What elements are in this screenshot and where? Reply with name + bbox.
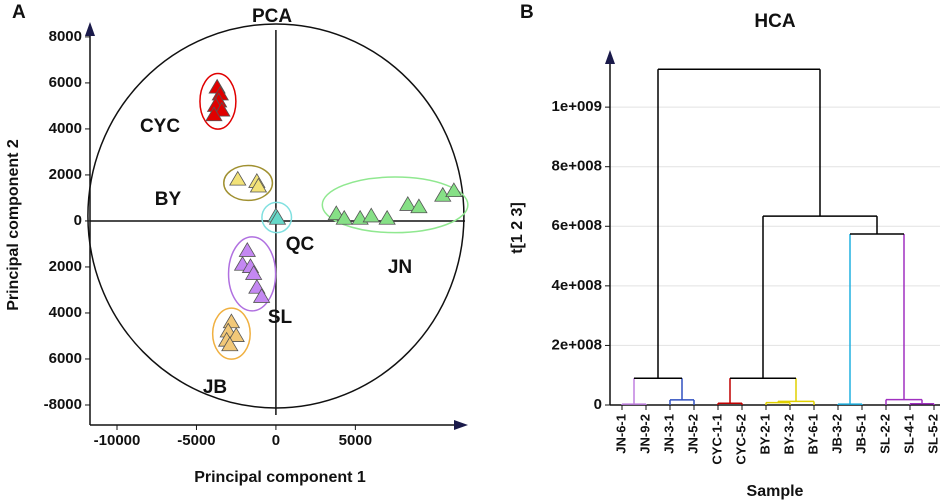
- y-tick-label: 1e+009: [552, 98, 602, 115]
- x-axis-title: Principal component 1: [194, 469, 366, 486]
- y-tick-label: 2000: [49, 166, 82, 183]
- panel-label: A: [12, 2, 26, 23]
- leaf-label: JN-9-2: [637, 414, 652, 454]
- point: [229, 170, 247, 186]
- y-tick-label: 8000: [49, 28, 82, 45]
- point: [252, 288, 271, 303]
- leaf-label: SL-5-2: [925, 414, 940, 454]
- group-label: QC: [286, 234, 315, 255]
- point: [362, 207, 380, 223]
- point: [327, 205, 345, 221]
- point: [221, 336, 239, 352]
- y-tick-label: 2e+008: [552, 336, 602, 353]
- y-tick-label: 6000: [49, 350, 82, 367]
- point: [238, 242, 257, 257]
- point: [227, 327, 245, 342]
- group-ellipse: [261, 201, 293, 234]
- leaf-label: JB-3-2: [829, 414, 844, 454]
- leaf-label: JN-5-2: [685, 414, 700, 454]
- x-axis-title: Sample: [747, 483, 804, 500]
- group-ellipse: [223, 164, 274, 202]
- axis-arrow: [454, 420, 468, 430]
- chart-title: HCA: [754, 11, 795, 32]
- y-tick-label: 4000: [49, 120, 82, 137]
- point: [445, 182, 463, 198]
- y-tick-label: 4000: [49, 304, 82, 321]
- point: [378, 209, 396, 225]
- group-ellipse: [199, 72, 237, 130]
- confidence-circle: [87, 23, 465, 409]
- point: [399, 196, 417, 211]
- point: [249, 177, 268, 193]
- panel-a: A PCA Principal component 1 Principal co…: [5, 2, 469, 486]
- point: [222, 313, 241, 329]
- group-label: CYC: [140, 116, 180, 137]
- y-axis-title: t[1 2 3]: [509, 202, 526, 254]
- group-label: BY: [155, 189, 182, 210]
- point: [244, 265, 263, 280]
- leaf-label: JN-3-1: [661, 414, 676, 454]
- x-tick-label: -5000: [177, 432, 215, 449]
- leaf-label: CYC-1-1: [709, 414, 724, 465]
- group-label: SL: [268, 307, 293, 328]
- leaf-label: CYC-5-2: [733, 414, 748, 465]
- x-tick-label: 0: [272, 432, 280, 449]
- leaf-label: JB-5-1: [853, 414, 868, 454]
- x-tick-label: 5000: [339, 432, 372, 449]
- point: [410, 198, 428, 214]
- y-tick-label: 0: [74, 212, 82, 229]
- group-ellipse: [227, 236, 277, 312]
- leaf-label: JN-6-1: [613, 414, 628, 454]
- y-tick-label: 0: [594, 396, 602, 413]
- point: [213, 101, 231, 117]
- y-tick-label: -8000: [44, 396, 82, 413]
- y-tick-label: 4e+008: [552, 277, 602, 294]
- x-tick-label: -10000: [94, 432, 141, 449]
- leaf-label: SL-4-1: [901, 414, 916, 454]
- leaf-label: BY-6-1: [805, 414, 820, 454]
- y-tick-label: 2000: [49, 258, 82, 275]
- panel-b: B HCA Sample t[1 2 3] 0 2e+008 4e+008 6e+00…: [509, 2, 940, 500]
- leaf-label: SL-2-2: [877, 414, 892, 454]
- axis-arrow: [605, 50, 615, 64]
- group-ellipse: [211, 307, 251, 360]
- group-ellipse: [321, 176, 469, 234]
- group-label: JN: [388, 257, 412, 278]
- y-tick-label: 8e+008: [552, 158, 602, 175]
- y-axis-title: Principal component 2: [5, 139, 22, 311]
- group-label: JB: [203, 377, 227, 398]
- y-tick-label: 6000: [49, 74, 82, 91]
- point: [205, 106, 223, 122]
- leaf-label: BY-2-1: [757, 414, 772, 454]
- y-tick-label: 6e+008: [552, 217, 602, 234]
- chart-title: PCA: [252, 6, 292, 27]
- axis-arrow: [85, 22, 95, 36]
- leaf-label: BY-3-2: [781, 414, 796, 454]
- point: [335, 209, 353, 225]
- point: [268, 209, 287, 225]
- panel-label: B: [520, 2, 534, 23]
